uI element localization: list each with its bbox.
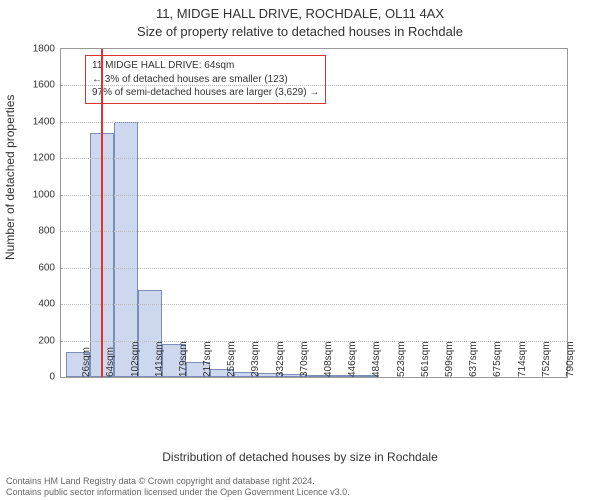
x-tick-label: 370sqm [295, 341, 310, 377]
footer-line1: Contains HM Land Registry data © Crown c… [6, 476, 594, 487]
gridline [61, 268, 567, 269]
x-tick-label: 484sqm [367, 341, 382, 377]
footer: Contains HM Land Registry data © Crown c… [6, 476, 594, 499]
x-tick-label: 179sqm [174, 341, 189, 377]
gridline [61, 122, 567, 123]
y-axis-label: Number of detached properties [3, 240, 17, 260]
annotation-line2: ← 3% of detached houses are smaller (123… [92, 73, 319, 87]
y-tick-label: 1600 [33, 80, 61, 91]
x-tick-label: 217sqm [198, 341, 213, 377]
y-tick-label: 200 [38, 335, 61, 346]
x-tick-label: 102sqm [126, 341, 141, 377]
x-tick-label: 446sqm [343, 341, 358, 377]
chart-container: 11, MIDGE HALL DRIVE, ROCHDALE, OL11 4AX… [0, 0, 600, 500]
gridline [61, 195, 567, 196]
title-line1: 11, MIDGE HALL DRIVE, ROCHDALE, OL11 4AX [0, 6, 600, 21]
y-tick-label: 0 [49, 372, 61, 383]
x-tick-label: 141sqm [150, 341, 165, 377]
x-tick-label: 293sqm [246, 341, 261, 377]
x-tick-label: 26sqm [77, 347, 92, 377]
annotation-line3: 97% of semi-detached houses are larger (… [92, 86, 319, 100]
y-tick-label: 1800 [33, 44, 61, 55]
x-tick-label: 752sqm [537, 341, 552, 377]
property-marker-line [101, 49, 103, 377]
annotation-line1: 11 MIDGE HALL DRIVE: 64sqm [92, 59, 319, 73]
x-tick-label: 561sqm [416, 341, 431, 377]
annotation-box: 11 MIDGE HALL DRIVE: 64sqm ← 3% of detac… [85, 55, 326, 104]
footer-line2: Contains public sector information licen… [6, 487, 594, 498]
x-tick-label: 255sqm [222, 341, 237, 377]
y-tick-label: 1400 [33, 116, 61, 127]
x-tick-label: 64sqm [101, 347, 116, 377]
y-tick-label: 1200 [33, 153, 61, 164]
histogram-bar [114, 122, 138, 377]
y-tick-label: 400 [38, 299, 61, 310]
x-tick-label: 408sqm [319, 341, 334, 377]
y-tick-label: 800 [38, 226, 61, 237]
x-axis-label: Distribution of detached houses by size … [0, 450, 600, 464]
gridline [61, 231, 567, 232]
x-tick-label: 714sqm [513, 341, 528, 377]
plot-area: 11 MIDGE HALL DRIVE: 64sqm ← 3% of detac… [60, 48, 568, 378]
x-tick-label: 790sqm [561, 341, 576, 377]
x-tick-label: 332sqm [271, 341, 286, 377]
gridline [61, 158, 567, 159]
y-tick-label: 1000 [33, 189, 61, 200]
x-tick-label: 675sqm [488, 341, 503, 377]
title-line2: Size of property relative to detached ho… [0, 24, 600, 39]
x-tick-label: 599sqm [440, 341, 455, 377]
gridline [61, 85, 567, 86]
y-tick-label: 600 [38, 262, 61, 273]
gridline [61, 304, 567, 305]
x-tick-label: 637sqm [464, 341, 479, 377]
x-tick-label: 523sqm [392, 341, 407, 377]
